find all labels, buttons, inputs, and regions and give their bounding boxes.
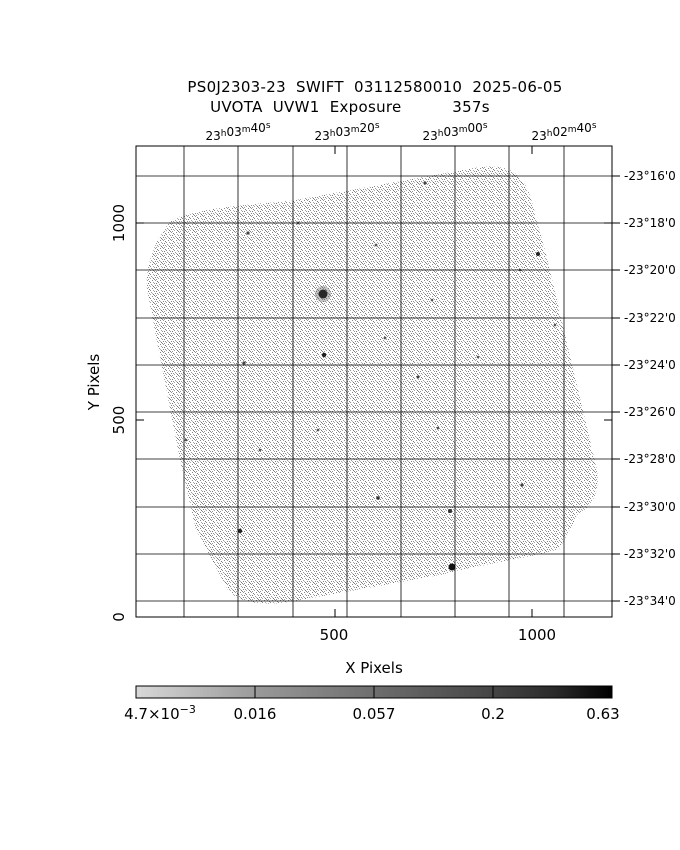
x-axis-label: X Pixels [345,659,403,677]
colorbar-label: 4.7×10−3 [124,703,196,723]
plot-frame [135,145,613,618]
source [436,426,440,430]
source [321,352,327,358]
source [316,428,320,432]
source [383,336,387,340]
source [246,231,250,235]
bright-source-halo [315,286,331,302]
dec-tick-label: -23°28'0 [624,452,676,466]
dec-tick-label: -23°34'0 [624,594,676,608]
y-tick-label: 1000 [110,204,128,242]
dec-tick-label: -23°30'0 [624,500,676,514]
source [423,181,427,185]
ra-tick-label: 23h03m20s [314,121,379,143]
dec-tick-label: -23°26'0 [624,405,676,419]
colorbar-label: 0.2 [481,705,505,723]
ra-tick-label: 23h03m00s [422,121,487,143]
coordinate-grid [136,146,612,617]
source [184,438,188,442]
colorbar-label: 0.016 [234,705,277,723]
exposure-footprint [146,166,598,604]
x-tick-label: 500 [320,626,349,644]
dec-tick-label: -23°16'0 [624,169,676,183]
source [242,361,246,365]
source [448,563,456,571]
colorbar-label: 0.057 [353,705,396,723]
source [258,448,262,452]
source [416,375,420,379]
dec-tick-label: -23°24'0 [624,358,676,372]
y-tick-label: 500 [110,406,128,435]
source [553,323,557,327]
y-axis-label: Y Pixels [85,354,103,412]
source [536,252,540,256]
ra-tick-label: 23h03m40s [205,121,270,143]
x-tick-label: 1000 [518,626,556,644]
dec-tick-label: -23°32'0 [624,547,676,561]
source [476,355,480,359]
source [430,298,434,302]
source [237,528,243,534]
ra-tick-label: 23h02m40s [531,121,596,143]
dec-tick-label: -23°18'0 [624,216,676,230]
colorbar-label: 0.63 [586,705,619,723]
y-tick-label: 0 [110,612,128,622]
source [376,496,380,500]
dec-tick-label: -23°20'0 [624,263,676,277]
bright-source [318,289,328,299]
dec-tick-label: -23°22'0 [624,311,676,325]
plot-subtitle: UVOTA UVW1 Exposure 357s [210,98,490,116]
source [520,483,524,487]
source [448,509,452,513]
source [374,243,378,247]
plot-title: PS0J2303-23 SWIFT 03112580010 2025-06-05 [187,78,563,96]
